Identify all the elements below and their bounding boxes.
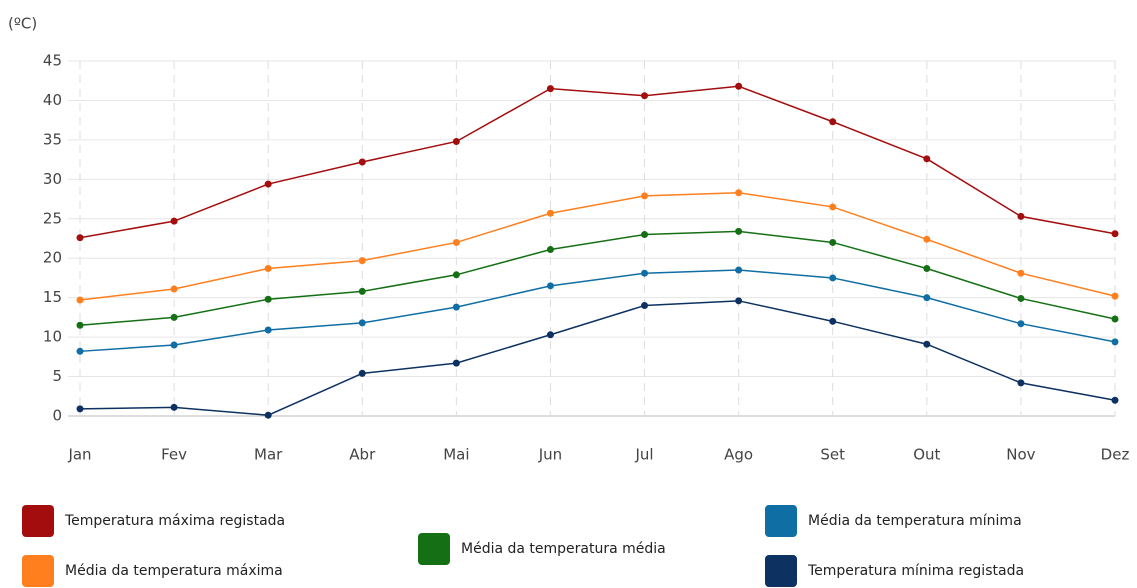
legend-swatch — [765, 555, 797, 587]
point — [170, 313, 178, 321]
point — [452, 359, 460, 367]
point — [1111, 292, 1119, 300]
point — [76, 234, 84, 242]
point — [1017, 379, 1025, 387]
x-tick-label: Abr — [349, 446, 376, 464]
legend-label: Temperatura máxima registada — [64, 513, 285, 529]
point — [1017, 269, 1025, 277]
y-tick-label: 25 — [43, 209, 62, 227]
x-tick-label: Set — [820, 446, 845, 464]
legend-label: Média da temperatura máxima — [65, 563, 283, 579]
point — [170, 285, 178, 293]
line — [79, 269, 1116, 353]
point — [358, 319, 366, 327]
point — [829, 238, 837, 246]
point — [358, 287, 366, 295]
legend-label: Média da temperatura média — [461, 541, 666, 557]
point — [452, 271, 460, 279]
point — [923, 340, 931, 348]
line — [79, 191, 1116, 301]
point — [170, 403, 178, 411]
point — [264, 326, 272, 334]
point — [641, 302, 649, 310]
point — [1111, 396, 1119, 404]
point — [923, 155, 931, 163]
y-tick-label: 45 — [43, 52, 62, 70]
point — [641, 192, 649, 200]
y-tick-label: 35 — [43, 130, 62, 148]
x-tick-label: Jan — [67, 446, 91, 464]
y-tick-label: 15 — [43, 288, 62, 306]
x-tick-label: Dez — [1101, 446, 1130, 464]
point — [76, 321, 84, 329]
point — [170, 341, 178, 349]
point — [829, 274, 837, 282]
point — [76, 405, 84, 413]
y-tick-label: 20 — [43, 249, 62, 267]
point — [735, 227, 743, 235]
point — [264, 411, 272, 419]
x-tick-label: Mar — [254, 446, 283, 464]
point — [264, 264, 272, 272]
y-tick-label: 30 — [43, 170, 62, 188]
line — [79, 85, 1116, 239]
legend-swatch — [22, 555, 54, 587]
legend-swatch — [765, 505, 797, 537]
y-tick-label: 0 — [52, 407, 62, 425]
point — [735, 82, 743, 90]
legend-label: Temperatura mínima registada — [807, 563, 1024, 579]
point — [76, 296, 84, 304]
point — [1111, 338, 1119, 346]
point — [923, 264, 931, 272]
y-tick-label: 5 — [52, 367, 62, 385]
point — [1111, 315, 1119, 323]
point — [1017, 212, 1025, 220]
x-tick-label: Ago — [724, 446, 753, 464]
point — [452, 137, 460, 145]
point — [735, 266, 743, 274]
point — [641, 92, 649, 100]
point — [829, 118, 837, 126]
y-tick-label: 40 — [43, 91, 62, 109]
point — [358, 158, 366, 166]
point — [546, 209, 554, 217]
point — [735, 297, 743, 305]
point — [358, 369, 366, 377]
line — [79, 230, 1116, 327]
line — [79, 300, 1116, 416]
x-tick-label: Mai — [443, 446, 469, 464]
x-tick-label: Fev — [161, 446, 187, 464]
x-tick-label: Jul — [634, 446, 653, 464]
point — [829, 203, 837, 211]
point — [76, 347, 84, 355]
y-tick-label: 10 — [43, 328, 62, 346]
point — [170, 217, 178, 225]
point — [546, 282, 554, 290]
x-tick-label: Out — [913, 446, 940, 464]
y-axis-label: (ºC) — [8, 15, 37, 33]
legend-swatch — [418, 533, 450, 565]
legend-label: Média da temperatura mínima — [808, 513, 1022, 529]
point — [641, 231, 649, 239]
point — [452, 303, 460, 311]
legend-swatch — [22, 505, 54, 537]
point — [1017, 320, 1025, 328]
point — [735, 189, 743, 197]
point — [829, 317, 837, 325]
point — [1017, 294, 1025, 302]
point — [264, 180, 272, 188]
point — [546, 246, 554, 254]
x-tick-label: Nov — [1006, 446, 1035, 464]
point — [264, 295, 272, 303]
point — [358, 257, 366, 265]
point — [452, 238, 460, 246]
point — [1111, 230, 1119, 238]
point — [923, 294, 931, 302]
point — [923, 235, 931, 243]
point — [641, 269, 649, 277]
point — [546, 331, 554, 339]
x-tick-label: Jun — [538, 446, 562, 464]
point — [546, 85, 554, 93]
